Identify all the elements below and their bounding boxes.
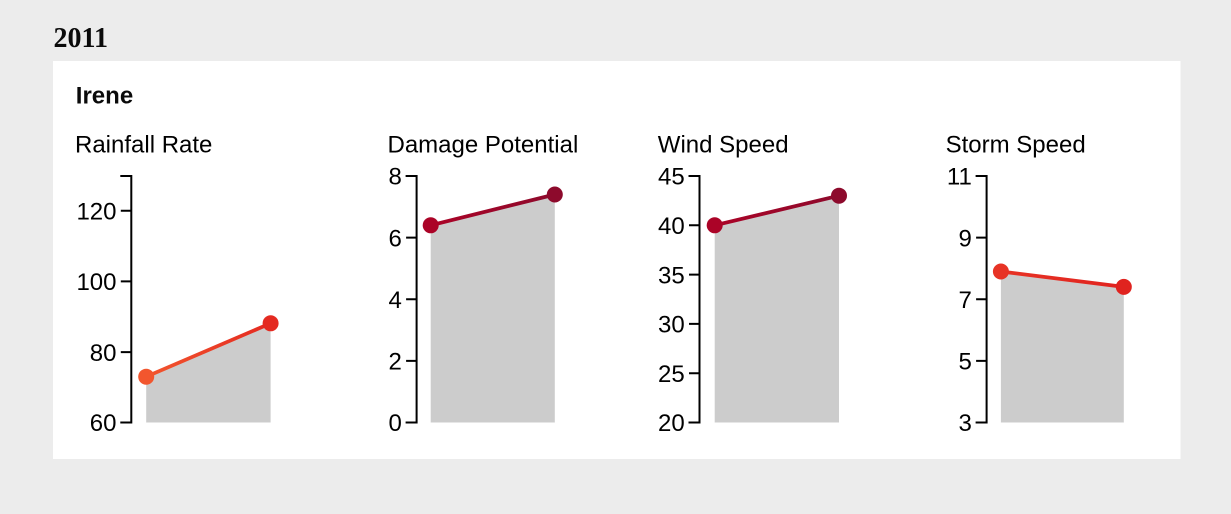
svg-text:8: 8 bbox=[388, 164, 401, 191]
svg-text:40: 40 bbox=[658, 213, 685, 240]
svg-text:100: 100 bbox=[76, 269, 116, 296]
svg-text:30: 30 bbox=[658, 312, 685, 339]
svg-text:5: 5 bbox=[958, 349, 971, 376]
svg-text:7: 7 bbox=[958, 287, 971, 314]
svg-text:Damage Potential: Damage Potential bbox=[388, 132, 579, 159]
svg-text:0: 0 bbox=[388, 410, 401, 437]
svg-text:2: 2 bbox=[388, 349, 401, 376]
svg-text:4: 4 bbox=[388, 287, 401, 314]
svg-text:25: 25 bbox=[658, 361, 685, 388]
svg-text:20: 20 bbox=[658, 410, 685, 437]
svg-text:3: 3 bbox=[958, 410, 971, 437]
svg-text:Irene: Irene bbox=[76, 82, 133, 109]
svg-text:11: 11 bbox=[947, 164, 972, 191]
svg-text:Rainfall Rate: Rainfall Rate bbox=[75, 132, 212, 159]
svg-text:9: 9 bbox=[958, 225, 971, 252]
svg-text:Storm Speed: Storm Speed bbox=[946, 132, 1086, 159]
svg-text:2011: 2011 bbox=[54, 23, 108, 54]
svg-text:60: 60 bbox=[90, 410, 117, 437]
svg-text:Wind Speed: Wind Speed bbox=[658, 132, 789, 159]
svg-text:45: 45 bbox=[658, 164, 685, 191]
svg-text:6: 6 bbox=[388, 225, 401, 252]
svg-text:120: 120 bbox=[76, 199, 116, 226]
svg-text:35: 35 bbox=[658, 262, 685, 289]
svg-text:80: 80 bbox=[90, 340, 117, 367]
